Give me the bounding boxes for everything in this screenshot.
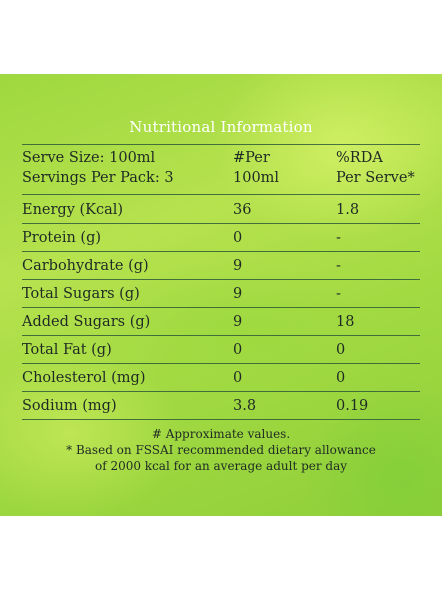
per-100ml-value: 9 xyxy=(233,314,243,330)
divider xyxy=(22,194,420,195)
table-row: Carbohydrate (g) 9 - xyxy=(22,252,420,280)
rda-header-line2: Per Serve* xyxy=(336,170,415,186)
nutrient-name: Sodium (mg) xyxy=(22,398,117,414)
rda-value: - xyxy=(336,230,341,246)
rda-value: 0 xyxy=(336,370,346,386)
rda-header-line1: %RDA xyxy=(336,150,383,166)
table-row: Energy (Kcal) 36 1.8 xyxy=(22,196,420,224)
per-100ml-value: 9 xyxy=(233,286,243,302)
nutrient-name: Protein (g) xyxy=(22,230,102,246)
table-row: Added Sugars (g) 9 18 xyxy=(22,308,420,336)
rda-value: 0 xyxy=(336,342,346,358)
nutrient-name: Cholesterol (mg) xyxy=(22,370,146,386)
per-100ml-value: 36 xyxy=(233,202,252,218)
serve-size-label: Serve Size: 100ml xyxy=(22,148,420,168)
rda-value: 18 xyxy=(336,314,355,330)
nutrient-name: Total Fat (g) xyxy=(22,342,112,358)
table-row: Protein (g) 0 - xyxy=(22,224,420,252)
footnote-fssai: * Based on FSSAI recommended dietary all… xyxy=(66,443,376,457)
footnote-kcal: of 2000 kcal for an average adult per da… xyxy=(94,459,348,473)
rda-value: 0.19 xyxy=(336,398,369,414)
per-100ml-value: 0 xyxy=(233,230,243,246)
rda-value: - xyxy=(336,286,341,302)
per-100ml-value: 3.8 xyxy=(233,398,257,414)
divider xyxy=(22,223,420,224)
divider xyxy=(22,419,420,420)
divider xyxy=(22,279,420,280)
servings-per-pack-label: Servings Per Pack: 3 xyxy=(22,168,420,188)
divider xyxy=(22,307,420,308)
per-100ml-value: 9 xyxy=(233,258,243,274)
divider xyxy=(22,391,420,392)
serve-size-text: Serve Size: 100ml xyxy=(22,150,156,166)
table-row: Total Fat (g) 0 0 xyxy=(22,336,420,364)
rda-value: - xyxy=(336,258,341,274)
footnote-approx: # Approximate values. xyxy=(151,427,291,441)
table-row: Sodium (mg) 3.8 0.19 xyxy=(22,392,420,420)
per-100ml-value: 0 xyxy=(233,370,243,386)
per100-header-line2: 100ml xyxy=(233,170,280,186)
servings-text: Servings Per Pack: 3 xyxy=(22,170,174,186)
divider xyxy=(22,251,420,252)
divider xyxy=(22,363,420,364)
divider xyxy=(22,335,420,336)
nutrition-panel: Nutritional Information Serve Size: 100m… xyxy=(0,74,442,516)
nutrient-name: Energy (Kcal) xyxy=(22,202,124,218)
divider xyxy=(22,144,420,145)
nutrient-name: Carbohydrate (g) xyxy=(22,258,149,274)
nutrient-name: Total Sugars (g) xyxy=(22,286,140,302)
panel-title: Nutritional Information xyxy=(129,118,313,136)
per-100ml-value: 0 xyxy=(233,342,243,358)
table-row: Cholesterol (mg) 0 0 xyxy=(22,364,420,392)
table-row: Total Sugars (g) 9 - xyxy=(22,280,420,308)
nutrient-name: Added Sugars (g) xyxy=(22,314,151,330)
per100-header-line1: #Per xyxy=(233,150,270,166)
rda-value: 1.8 xyxy=(336,202,360,218)
